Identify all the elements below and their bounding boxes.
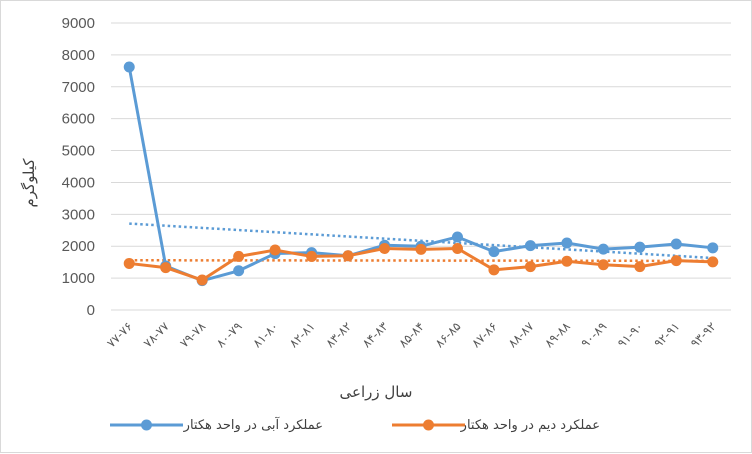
x-tick-label: ۸۷-۸۶ [469, 319, 500, 350]
x-tick-label: ۸۵-۸۴ [396, 319, 427, 350]
data-point-irrigated [707, 242, 719, 254]
data-point-irrigated [597, 243, 609, 255]
data-point-rainfed [233, 250, 245, 262]
legend-label-rainfed: عملکرد دیم در واحد هکتار [460, 418, 600, 433]
data-point-rainfed [269, 244, 281, 256]
x-tick-label: ۸۴-۸۳ [359, 319, 391, 351]
data-point-rainfed [670, 255, 682, 267]
data-point-rainfed [123, 257, 135, 269]
series-lines [123, 61, 719, 287]
y-tick-label: 3000 [62, 206, 95, 223]
data-point-rainfed [597, 259, 609, 271]
x-tick-label: ۹۳-۹۲ [688, 319, 719, 350]
y-tick-label: 8000 [62, 47, 95, 64]
x-tick-label: ۹۲-۹۱ [651, 319, 682, 350]
trendline-rainfed [129, 259, 713, 263]
data-point-rainfed [196, 274, 208, 286]
x-tick-label: ۷۹-۷۸ [177, 319, 209, 351]
data-point-irrigated [233, 265, 245, 277]
x-tick-label: ۹۰-۸۹ [578, 319, 609, 350]
x-tick-label: ۹۱-۹۰ [615, 319, 646, 350]
x-tick-label: ۸۶-۸۵ [432, 319, 463, 350]
data-point-irrigated [561, 237, 573, 249]
y-tick-label: 5000 [62, 143, 95, 160]
x-tick-label: ۸۸-۸۷ [505, 319, 537, 351]
data-point-rainfed [379, 242, 391, 254]
x-tick-label: ۸۳-۸۲ [323, 319, 354, 350]
x-tick-label: ۸۰-۷۹ [214, 319, 245, 350]
y-tick-label: 9000 [62, 15, 95, 32]
x-tick-label: ۷۷-۷۶ [104, 319, 135, 350]
legend-swatch-marker-irrigated [141, 419, 152, 431]
data-point-rainfed [524, 261, 536, 273]
data-point-rainfed [415, 243, 427, 255]
data-point-rainfed [634, 261, 646, 273]
x-tick-label: ۸۲-۸۱ [287, 319, 318, 350]
x-tick-label: ۸۹-۸۸ [542, 319, 574, 351]
x-tick-label: ۷۸-۷۷ [141, 319, 173, 351]
data-point-irrigated [524, 240, 536, 252]
data-point-irrigated [123, 61, 135, 73]
x-axis-title: سال زراعی [340, 383, 413, 401]
legend-label-irrigated: عملکرد آبی در واحد هکتار [183, 416, 323, 433]
data-point-irrigated [634, 241, 646, 253]
legend-swatch-marker-rainfed [423, 419, 434, 431]
data-point-rainfed [342, 250, 354, 262]
data-point-rainfed [707, 256, 719, 268]
y-tick-label: 7000 [62, 79, 95, 96]
data-point-rainfed [306, 250, 318, 262]
data-point-rainfed [488, 264, 500, 276]
data-point-rainfed [451, 242, 463, 254]
data-point-rainfed [160, 262, 172, 274]
y-tick-label: 1000 [62, 270, 95, 287]
data-point-irrigated [488, 246, 500, 258]
x-axis-ticks: ۷۷-۷۶ ۷۸-۷۷ ۷۹-۷۸ ۸۰-۷۹ ۸۱-۸۰ ۸۲-۸۱ ۸۳-۸۲ ۸۴-۸۳… [104, 319, 719, 351]
y-tick-label: 4000 [62, 174, 95, 191]
data-point-irrigated [670, 238, 682, 250]
y-axis-ticks: 0 1000 2000 3000 4000 5000 6000 7000 8000 9000 [62, 15, 95, 319]
data-point-irrigated [451, 231, 463, 243]
y-tick-label: 6000 [62, 111, 95, 128]
y-axis-title: کیلوگرم [20, 158, 38, 208]
legend: عملکرد آبی در واحد هکتار عملکرد دیم در و… [110, 416, 600, 433]
x-tick-label: ۸۱-۸۰ [250, 319, 281, 350]
data-point-rainfed [561, 255, 573, 267]
y-tick-label: 0 [87, 302, 95, 319]
y-tick-label: 2000 [62, 238, 95, 255]
